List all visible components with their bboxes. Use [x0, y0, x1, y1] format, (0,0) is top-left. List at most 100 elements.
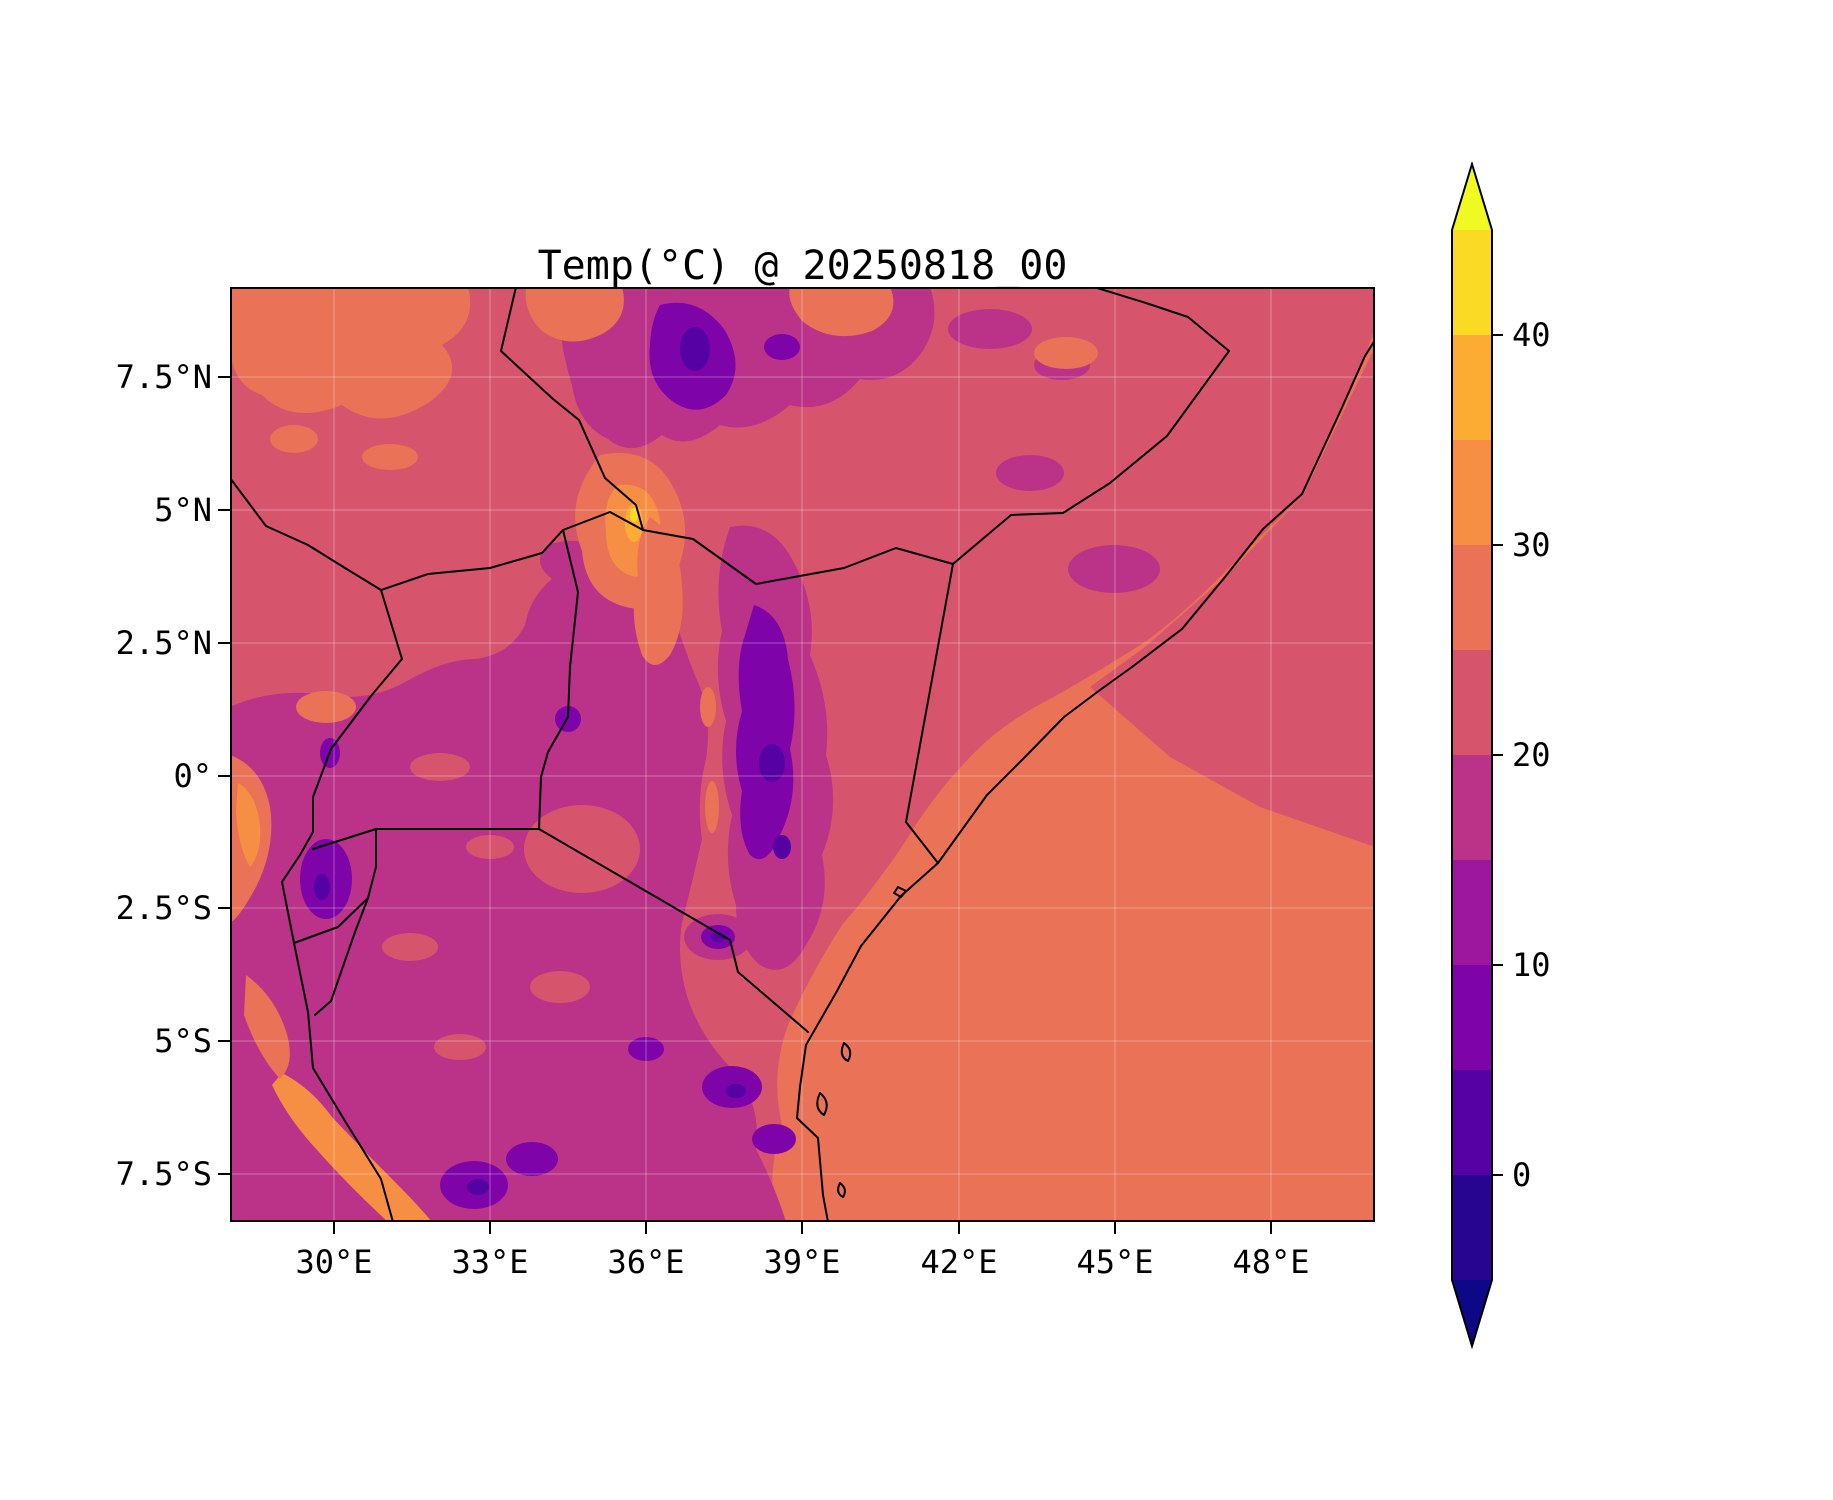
- island-outline: [816, 1092, 828, 1116]
- x-tick-label: 36°E: [607, 1243, 685, 1281]
- temp-speckle: [466, 835, 514, 859]
- temp-cold-spot: [773, 835, 791, 859]
- coastline: [796, 339, 1376, 1223]
- colorbar-tick-label: 0: [1512, 1156, 1532, 1194]
- y-tick-mark: [218, 509, 230, 511]
- border-southsudan-uganda-kenya: [380, 511, 644, 830]
- x-tick-mark: [801, 1222, 803, 1234]
- x-tick-mark: [958, 1222, 960, 1234]
- y-tick-label: 2.5°N: [115, 624, 212, 662]
- colorbar-tick-mark: [1492, 964, 1503, 966]
- gridlines: [230, 287, 1375, 1222]
- border-drc-southsudan: [229, 477, 382, 591]
- colorbar-band: [1452, 230, 1492, 335]
- border-western-rift: [281, 589, 403, 1223]
- map-frame: [230, 287, 1375, 1222]
- colorbar-gradient: [1452, 230, 1492, 1280]
- temp-hot-streak: [244, 975, 290, 1079]
- title-line1: Temp(°C) @ 20250818_00: [537, 243, 1068, 289]
- colorbar-band: [1452, 545, 1492, 650]
- temp-hot-patch: [525, 287, 624, 342]
- colorbar-band: [1452, 755, 1492, 860]
- x-tick-mark: [1114, 1222, 1116, 1234]
- colorbar-under-arrow: [1452, 1280, 1492, 1346]
- temp-core: [752, 1124, 796, 1154]
- temp-cold-spot: [759, 744, 785, 782]
- border-kenya-ethiopia: [642, 529, 954, 585]
- colorbar-band: [1452, 650, 1492, 755]
- x-tick-mark: [489, 1222, 491, 1234]
- colorbar-band: [1452, 440, 1492, 545]
- colorbar-band: [1452, 965, 1492, 1070]
- temperature-field: [230, 287, 1375, 1222]
- y-tick-label: 5°S: [154, 1022, 212, 1060]
- temp-region-patch: [1068, 545, 1160, 593]
- temp-core: [506, 1142, 558, 1176]
- border-uganda-tanzania-rwanda-burundi: [293, 828, 540, 1016]
- y-tick-label: 2.5°S: [115, 889, 212, 927]
- x-tick-label: 48°E: [1232, 1243, 1310, 1281]
- x-tick-label: 39°E: [763, 1243, 841, 1281]
- border-kenya-somalia: [905, 563, 954, 864]
- y-tick-mark: [218, 1173, 230, 1175]
- x-tick-label: 33°E: [451, 1243, 529, 1281]
- colorbar-tick-label: 30: [1512, 526, 1551, 564]
- y-tick-label: 5°N: [154, 491, 212, 529]
- colorbar-band: [1452, 1175, 1492, 1280]
- temp-region-coastal-upwelling: [1090, 347, 1375, 847]
- map-plot: [229, 286, 1376, 1223]
- y-tick-mark: [218, 642, 230, 644]
- x-tick-label: 30°E: [295, 1243, 373, 1281]
- y-tick-label: 0°: [173, 757, 212, 795]
- x-tick-label: 45°E: [1076, 1243, 1154, 1281]
- temp-hot-turkana: [633, 517, 683, 665]
- temp-region-patch: [948, 309, 1032, 349]
- y-tick-label: 7.5°S: [115, 1155, 212, 1193]
- temp-hot-omo-peak: [630, 508, 638, 522]
- colorbar-outline: [1451, 162, 1493, 1350]
- island-outline: [893, 886, 907, 898]
- temp-core: [628, 1037, 664, 1061]
- temp-cold-spot: [680, 327, 710, 371]
- y-tick-mark: [218, 376, 230, 378]
- y-tick-mark: [218, 1040, 230, 1042]
- y-tick-label: 7.5°N: [115, 358, 212, 396]
- border-ethiopia-somalia: [952, 286, 1230, 565]
- y-tick-mark: [218, 907, 230, 909]
- colorbar-svg: [1451, 162, 1493, 1350]
- colorbar-tick-label: 40: [1512, 316, 1551, 354]
- colorbar-band: [1452, 1070, 1492, 1175]
- temp-cold-spot: [726, 1084, 746, 1098]
- x-tick-mark: [645, 1222, 647, 1234]
- temp-speckle: [434, 1034, 486, 1060]
- x-tick-mark: [333, 1222, 335, 1234]
- temp-hot-rift: [705, 781, 719, 833]
- temp-hot-patch: [1034, 337, 1098, 369]
- map-svg: [229, 286, 1376, 1223]
- x-tick-label: 42°E: [920, 1243, 998, 1281]
- temp-region-patch: [996, 455, 1064, 491]
- colorbar-tick-mark: [1492, 754, 1503, 756]
- temp-speckle: [410, 753, 470, 781]
- colorbar-band: [1452, 335, 1492, 440]
- colorbar-tick-label: 10: [1512, 946, 1551, 984]
- temp-core: [764, 334, 800, 360]
- border-southsudan-ethiopia: [500, 286, 644, 531]
- x-tick-mark: [1270, 1222, 1272, 1234]
- temp-hot-patch: [296, 691, 356, 723]
- country-borders: [229, 286, 1376, 1223]
- colorbar-tick-mark: [1492, 334, 1503, 336]
- y-tick-mark: [218, 775, 230, 777]
- temp-hot-afar: [789, 287, 894, 337]
- temp-hot-rift: [700, 687, 716, 727]
- temp-cold-spot: [314, 874, 330, 900]
- temp-hot-patch: [270, 425, 318, 453]
- colorbar-band: [1452, 860, 1492, 965]
- island-outline: [837, 1182, 846, 1198]
- temp-region-ocean-warm: [772, 327, 1375, 1222]
- temp-cold-spot: [467, 1179, 489, 1195]
- temp-speckle: [382, 933, 438, 961]
- temp-hot-patch: [362, 444, 418, 470]
- temp-core-kenya: [736, 605, 795, 860]
- temp-speckle: [530, 971, 590, 1003]
